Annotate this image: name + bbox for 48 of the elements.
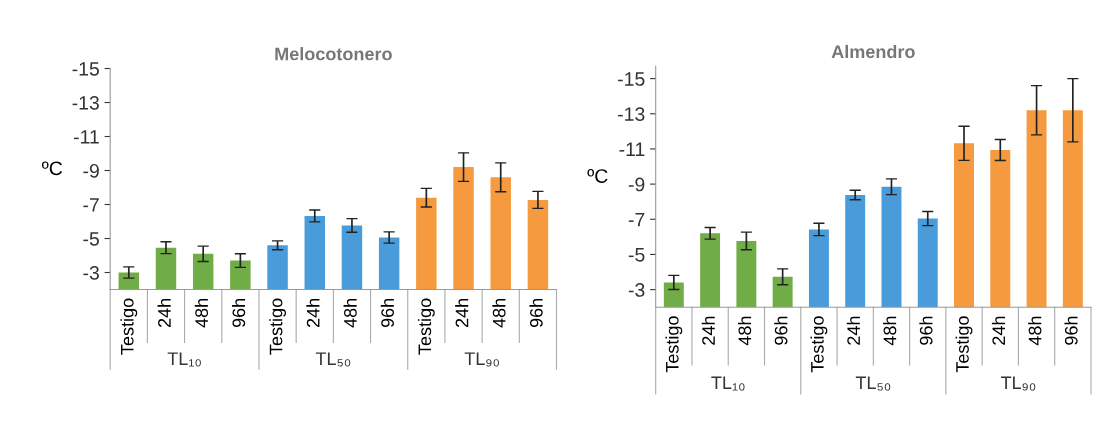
x-tick-label: Testigo <box>665 316 683 373</box>
x-tick-label: 24h <box>701 316 715 345</box>
y-tick-label: -15 <box>618 72 645 86</box>
x-tick-label: Testigo <box>810 316 828 373</box>
x-tick-label: 48h <box>883 316 897 346</box>
y-tick-label: -13 <box>72 95 99 110</box>
text: TL₉₀ <box>1000 376 1036 391</box>
x-tick-label: 48h <box>343 299 357 328</box>
y-tick-label: -15 <box>72 62 99 76</box>
x-tick-label: 48h <box>737 316 752 346</box>
x-tick-label: 48h <box>194 299 209 328</box>
text: TL₁₀ <box>167 352 201 367</box>
y-tick-label: -3 <box>628 283 645 297</box>
x-tick-label: 24h <box>157 299 171 328</box>
y-tick-label: -9 <box>83 163 99 178</box>
chart-title: Melocotonero <box>275 47 392 61</box>
x-tick-label: 24h <box>306 299 320 328</box>
x-tick-label: Testigo <box>120 298 138 355</box>
x-tick-label: Testigo <box>955 316 973 373</box>
x-tick-label: 24h <box>991 316 1005 345</box>
x-tick-label: 96h <box>919 316 933 345</box>
y-tick-label: -7 <box>83 198 99 212</box>
x-tick-label: 96h <box>231 299 246 328</box>
y-tick-label: -11 <box>619 142 645 156</box>
y-tick-label: -11 <box>73 130 99 144</box>
text: TL₅₀ <box>315 352 351 367</box>
x-tick-label: 24h <box>455 299 469 328</box>
x-tick-label: 96h <box>774 316 788 345</box>
y-tick-label: -3 <box>83 265 99 280</box>
text: TL₁₀ <box>711 376 745 391</box>
x-tick-label: 96h <box>529 299 543 328</box>
y-tick-label: -5 <box>83 232 99 246</box>
y-tick-label: -7 <box>628 212 645 227</box>
y-tick-label: -13 <box>618 107 645 122</box>
x-tick-label: 24h <box>846 316 860 345</box>
text: TL₉₀ <box>464 352 499 367</box>
y-tick-label: -5 <box>628 248 645 262</box>
y-axis-title: ºC <box>587 169 608 183</box>
y-axis-title: ºC <box>41 161 63 176</box>
chart-title: Almendro <box>831 44 915 59</box>
y-tick-label: -9 <box>628 177 645 192</box>
x-tick-label: 96h <box>380 299 394 328</box>
text: TL₅₀ <box>855 376 891 391</box>
x-tick-label: 48h <box>492 299 506 328</box>
x-tick-label: Testigo <box>269 298 286 355</box>
x-tick-label: 48h <box>1028 316 1042 346</box>
x-tick-label: 96h <box>1064 316 1078 345</box>
x-tick-label: Testigo <box>417 298 435 355</box>
